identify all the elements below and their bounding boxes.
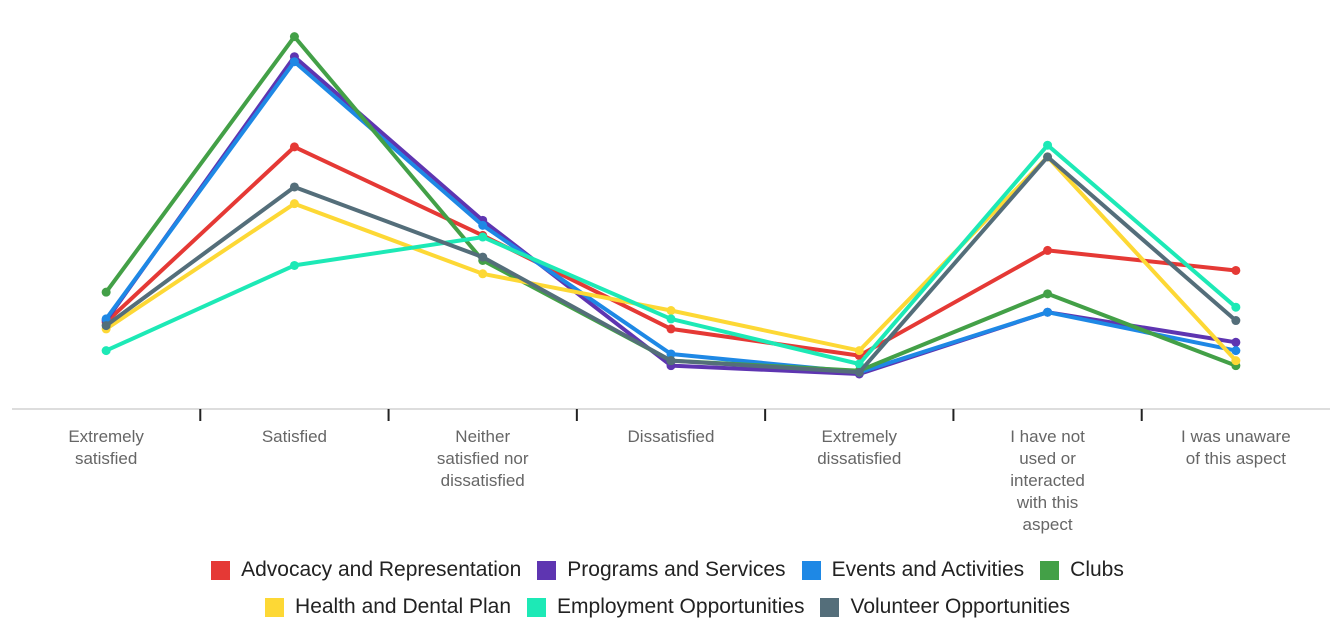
legend-label: Employment Opportunities <box>557 595 805 618</box>
data-point <box>666 306 676 316</box>
x-tick-label: Satisfied <box>262 427 327 446</box>
data-point <box>101 314 111 324</box>
data-point <box>289 182 299 192</box>
x-axis <box>12 408 1330 421</box>
data-point <box>289 142 299 152</box>
data-point <box>289 260 299 270</box>
legend-label: Events and Activities <box>831 558 1025 581</box>
legend-row-1: Advocacy and Representation Programs and … <box>0 558 1335 582</box>
x-tick-label: Dissatisfied <box>628 427 715 446</box>
data-point <box>854 367 864 377</box>
data-point <box>666 324 676 334</box>
legend-row-2: Health and Dental Plan Employment Opportu… <box>0 595 1335 619</box>
data-point <box>478 269 488 279</box>
legend-label: Programs and Services <box>567 558 786 581</box>
legend-swatch <box>265 597 285 617</box>
data-point <box>854 359 864 369</box>
data-point <box>666 356 676 366</box>
legend-item: Programs and Services <box>537 558 786 582</box>
data-point <box>289 32 299 42</box>
data-point <box>1231 302 1241 312</box>
legend-swatch <box>211 560 231 580</box>
data-point <box>1231 265 1241 275</box>
data-point <box>101 346 111 356</box>
data-point <box>289 199 299 209</box>
legend-item: Events and Activities <box>801 558 1025 582</box>
x-tick-label: Extremely satisfied <box>68 427 144 468</box>
legend-item: Health and Dental Plan <box>265 595 511 619</box>
legend-label: Volunteer Opportunities <box>850 595 1070 618</box>
x-tick-label: Neither satisfied nor dissatisfied <box>437 427 529 490</box>
data-point <box>1231 346 1241 356</box>
data-point <box>666 314 676 324</box>
legend-item: Employment Opportunities <box>527 595 804 619</box>
legend-swatch <box>1040 560 1060 580</box>
legend-label: Clubs <box>1070 558 1124 581</box>
series-layer <box>101 32 1241 379</box>
legend-swatch <box>801 560 821 580</box>
data-point <box>101 321 111 331</box>
data-point <box>666 349 676 359</box>
legend-label: Health and Dental Plan <box>295 595 512 618</box>
series-line <box>104 154 1238 375</box>
data-point <box>478 220 488 230</box>
data-point <box>1043 140 1053 150</box>
series-6 <box>101 152 1241 377</box>
x-tick-label: I have not used or interacted with this aspe… <box>1010 427 1085 534</box>
series-5 <box>101 140 1241 369</box>
data-point <box>1043 289 1053 299</box>
data-point <box>854 346 864 356</box>
legend-item: Clubs <box>1040 558 1124 582</box>
data-point <box>101 287 111 297</box>
legend-item: Advocacy and Representation <box>211 558 521 582</box>
line-chart: Extremely satisfied Satisfied Neither satisf… <box>12 32 1330 534</box>
x-tick-labels: Extremely satisfied Satisfied Neither satisf… <box>68 427 1290 534</box>
data-point <box>1231 316 1241 326</box>
legend-swatch <box>537 560 557 580</box>
data-point <box>1231 356 1241 366</box>
data-point <box>289 57 299 67</box>
data-point <box>478 252 488 262</box>
data-point <box>1043 307 1053 317</box>
x-tick-label: Extremely dissatisfied <box>817 427 901 468</box>
legend-swatch <box>820 597 840 617</box>
data-point <box>478 232 488 242</box>
data-point <box>1043 245 1053 255</box>
x-tick-label: I was unaware of this aspect <box>1181 427 1291 468</box>
legend-swatch <box>527 597 547 617</box>
legend-item: Volunteer Opportunities <box>820 595 1070 619</box>
legend-label: Advocacy and Representation <box>241 558 522 581</box>
data-point <box>1231 337 1241 347</box>
data-point <box>1043 152 1053 162</box>
